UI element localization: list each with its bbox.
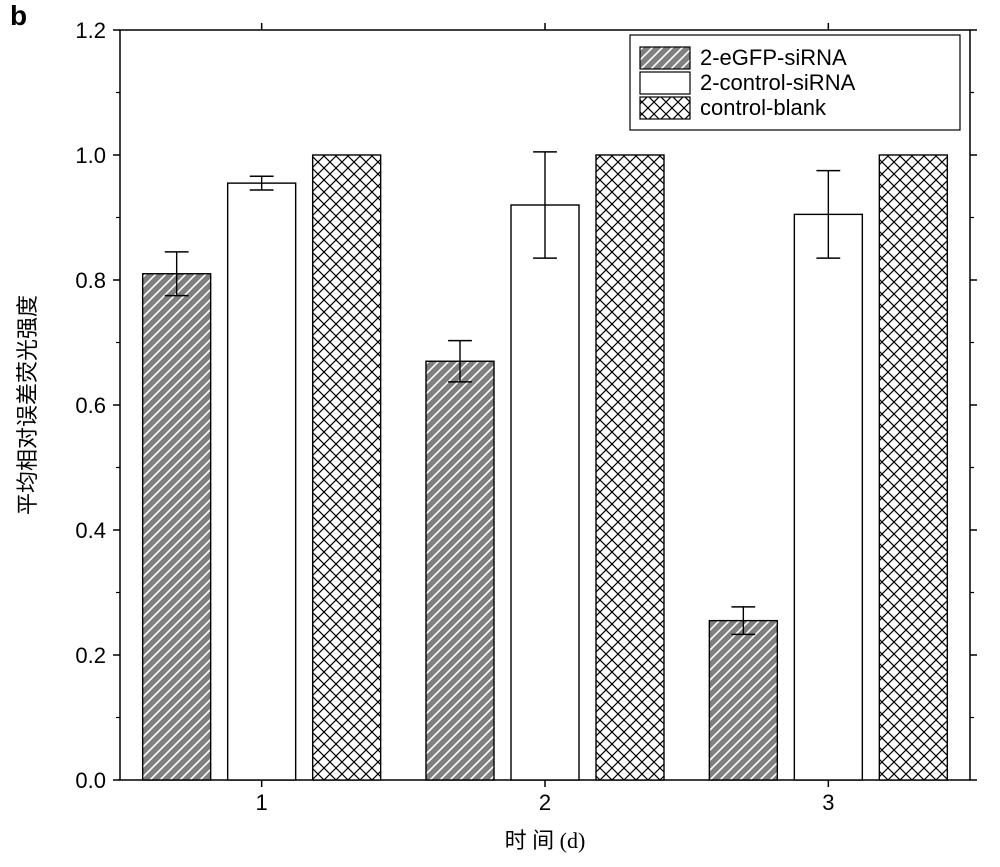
- svg-text:0.4: 0.4: [75, 518, 106, 543]
- panel-label: b: [10, 0, 27, 32]
- bar: [511, 205, 579, 780]
- svg-text:2-eGFP-siRNA: 2-eGFP-siRNA: [700, 45, 847, 70]
- svg-text:1.0: 1.0: [75, 143, 106, 168]
- svg-text:0.2: 0.2: [75, 643, 106, 668]
- svg-text:2: 2: [539, 790, 551, 815]
- svg-text:0.6: 0.6: [75, 393, 106, 418]
- svg-text:2-control-siRNA: 2-control-siRNA: [700, 70, 856, 95]
- bar: [596, 155, 664, 780]
- bar: [426, 361, 494, 780]
- bar: [709, 621, 777, 780]
- svg-text:平均相对误差荧光强度: 平均相对误差荧光强度: [15, 295, 40, 515]
- bar: [143, 274, 211, 780]
- bar: [228, 183, 296, 780]
- svg-text:0.8: 0.8: [75, 268, 106, 293]
- svg-text:时 间 (d): 时 间 (d): [505, 828, 586, 853]
- bar: [794, 214, 862, 780]
- bar-chart: 0.0 0.2 0.4 0.6 0.8 1.0 1.2 1 2 3 平均相对误差荧光强度时 间 (d…: [0, 0, 1000, 862]
- svg-text:1: 1: [256, 790, 268, 815]
- svg-text:3: 3: [822, 790, 834, 815]
- bar: [313, 155, 381, 780]
- svg-text:0.0: 0.0: [75, 768, 106, 793]
- svg-text:1.2: 1.2: [75, 18, 106, 43]
- svg-text:control-blank: control-blank: [700, 95, 827, 120]
- bar: [879, 155, 947, 780]
